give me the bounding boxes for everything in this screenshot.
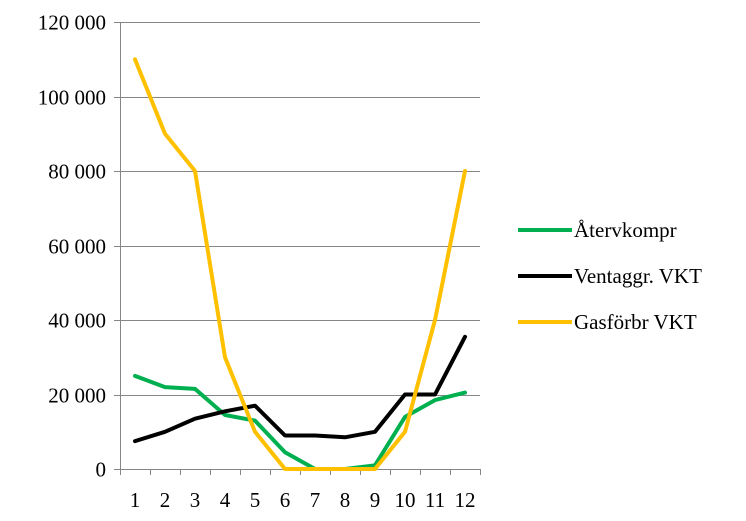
series-lines <box>133 57 467 471</box>
gridlines <box>120 22 480 396</box>
y-tick-label: 120 000 <box>38 11 106 35</box>
y-tick-label: 100 000 <box>38 86 106 110</box>
x-tick-label: 9 <box>370 488 381 512</box>
x-tick-label: 7 <box>310 488 321 512</box>
x-tick-label: 10 <box>395 488 416 512</box>
axes: 0 20 000 40 000 60 000 80 000 100 000 120 000 1… <box>38 11 481 512</box>
x-tick-label: 12 <box>455 488 476 512</box>
series-line-2 <box>133 334 467 444</box>
legend-label: Gasförbr VKT <box>574 310 697 334</box>
x-tick-label: 3 <box>190 488 201 512</box>
y-tick-label: 40 000 <box>48 309 106 333</box>
legend: Återvkompr Ventaggr. VKT Gasförbr VKT <box>518 218 702 334</box>
y-tick-label: 0 <box>96 458 107 482</box>
y-tick-label: 80 000 <box>48 160 106 184</box>
y-tick-label: 60 000 <box>48 235 106 259</box>
y-tick-label: 20 000 <box>48 384 106 408</box>
x-tick-label: 1 <box>130 488 141 512</box>
x-tick-label: 2 <box>160 488 171 512</box>
x-tick-label: 6 <box>280 488 291 512</box>
x-tick-label: 11 <box>425 488 445 512</box>
x-tick-label: 4 <box>220 488 231 512</box>
series-line-3 <box>133 57 467 471</box>
legend-label: Ventaggr. VKT <box>574 264 702 288</box>
legend-label: Återvkompr <box>574 218 677 242</box>
x-tick-label: 5 <box>250 488 261 512</box>
x-tick-label: 8 <box>340 488 351 512</box>
